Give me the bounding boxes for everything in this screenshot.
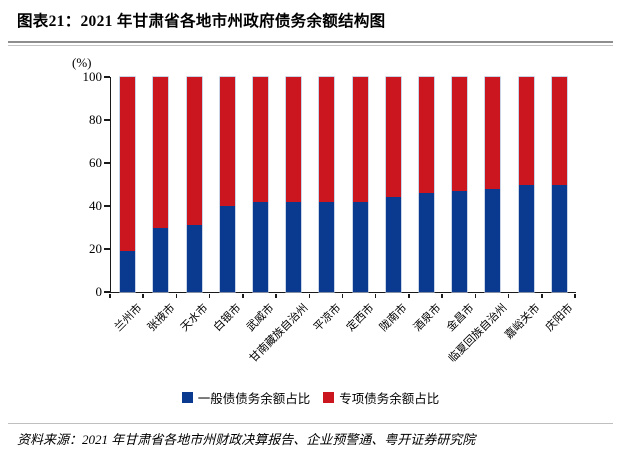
x-category-label: 天水市 bbox=[178, 302, 211, 334]
x-category-label: 金昌市 bbox=[444, 302, 477, 334]
y-axis-unit-label: (%) bbox=[72, 55, 92, 70]
bar-segment-special-debt bbox=[419, 77, 435, 194]
bar-segment-special-debt bbox=[485, 77, 501, 189]
legend-swatch-special-debt bbox=[323, 392, 335, 403]
bar-segment-special-debt bbox=[319, 77, 335, 202]
x-category-label: 定西市 bbox=[344, 302, 377, 334]
x-axis-labels: 兰州市 张掖市 天水市 白银市 武威市 甘南藏族自治州 平凉市 定西市 陇南市 酒泉市 金昌市 临夏回… bbox=[110, 296, 576, 388]
bar-segment-general-debt bbox=[452, 190, 468, 292]
bar-segment-special-debt bbox=[452, 77, 468, 191]
bar-group bbox=[219, 77, 235, 292]
x-tick-mark bbox=[374, 293, 377, 298]
x-category-label: 庆阳市 bbox=[544, 302, 576, 334]
bar-group bbox=[385, 77, 401, 292]
x-category-label: 临夏回族自治州 bbox=[446, 302, 510, 365]
x-tick-mark bbox=[142, 293, 144, 298]
legend-label-special-debt: 专项债务余额占比 bbox=[339, 392, 440, 406]
legend-label-general-debt: 一般债债务余额占比 bbox=[197, 392, 311, 406]
bar-segment-general-debt bbox=[419, 193, 435, 292]
bar-group bbox=[485, 77, 501, 292]
bar-group bbox=[419, 77, 435, 292]
bar-segment-special-debt bbox=[153, 77, 169, 228]
x-category-label: 武威市 bbox=[245, 302, 277, 334]
chart-title: 图表21：2021 年甘肃省各地市州政府债务余额结构图 bbox=[17, 13, 386, 30]
bar-group bbox=[286, 77, 302, 292]
bar-group bbox=[319, 77, 335, 292]
bar-segment-special-debt bbox=[385, 77, 401, 198]
bar-group bbox=[252, 77, 268, 292]
legend-swatch-general-debt bbox=[181, 392, 193, 403]
bar-group bbox=[153, 77, 169, 292]
y-tick-label: 40 bbox=[89, 198, 102, 213]
bar-segment-general-debt bbox=[252, 201, 268, 292]
bar-segment-general-debt bbox=[385, 197, 401, 292]
legend-item-special-debt: 专项债务余额占比 bbox=[323, 388, 439, 407]
bar-segment-general-debt bbox=[485, 188, 501, 292]
bar-segment-special-debt bbox=[186, 77, 202, 226]
x-tick-mark bbox=[242, 293, 244, 298]
y-tick-mark bbox=[104, 162, 110, 164]
bar-segment-general-debt bbox=[219, 206, 235, 292]
x-category-label: 兰州市 bbox=[112, 302, 145, 334]
bar-segment-general-debt bbox=[518, 184, 534, 292]
legend: 一般债债务余额占比 专项债务余额占比 bbox=[0, 388, 621, 407]
x-category-label: 张掖市 bbox=[145, 302, 178, 334]
bar-segment-general-debt bbox=[286, 201, 302, 292]
x-tick-mark bbox=[408, 293, 410, 298]
x-tick-mark bbox=[109, 293, 111, 298]
bar-segment-general-debt bbox=[120, 251, 136, 292]
y-tick-mark bbox=[104, 205, 110, 207]
x-category-label: 平凉市 bbox=[311, 302, 344, 334]
bar-segment-general-debt bbox=[352, 201, 368, 292]
bar-segment-general-debt bbox=[319, 201, 335, 292]
title-divider bbox=[8, 41, 613, 46]
bar-segment-special-debt bbox=[352, 77, 368, 202]
footer-divider bbox=[8, 423, 613, 424]
x-category-label: 陇南市 bbox=[377, 302, 410, 334]
bar-segment-special-debt bbox=[286, 77, 302, 202]
bar-segment-special-debt bbox=[219, 77, 235, 206]
bar-segment-special-debt bbox=[518, 77, 534, 185]
x-tick-mark bbox=[308, 293, 311, 298]
x-tick-mark bbox=[175, 293, 178, 298]
legend-item-general-debt: 一般债债务余额占比 bbox=[181, 388, 311, 407]
bar-group bbox=[452, 77, 468, 292]
x-tick-mark bbox=[541, 293, 543, 298]
y-tick-mark bbox=[104, 76, 110, 78]
bar-segment-general-debt bbox=[153, 227, 169, 292]
x-tick-mark bbox=[275, 293, 277, 298]
y-tick-label: 20 bbox=[89, 241, 102, 256]
bar-segment-special-debt bbox=[120, 77, 136, 252]
y-tick-label: 0 bbox=[95, 284, 103, 299]
plot-area bbox=[110, 77, 576, 293]
bar-segment-general-debt bbox=[551, 184, 567, 292]
x-category-label: 嘉峪关市 bbox=[503, 302, 543, 342]
source-note: 资料来源：2021 年甘肃省各地市州财政决算报告、企业预警通、粤开证券研究院 bbox=[17, 432, 476, 447]
bar-segment-general-debt bbox=[186, 225, 202, 292]
y-tick-label: 80 bbox=[89, 112, 102, 127]
bar-group bbox=[120, 77, 136, 292]
bar-group bbox=[352, 77, 368, 292]
y-tick-mark bbox=[104, 248, 110, 250]
bar-segment-special-debt bbox=[252, 77, 268, 202]
x-tick-mark bbox=[208, 293, 211, 298]
bar-group bbox=[551, 77, 567, 292]
bar-segment-special-debt bbox=[551, 77, 567, 185]
x-category-label: 白银市 bbox=[211, 302, 244, 334]
x-tick-mark bbox=[441, 293, 443, 298]
x-category-label: 酒泉市 bbox=[411, 302, 444, 334]
x-tick-mark bbox=[341, 293, 344, 298]
y-tick-mark bbox=[104, 119, 110, 121]
x-tick-mark bbox=[474, 293, 477, 298]
x-tick-mark bbox=[574, 293, 576, 298]
bar-group bbox=[518, 77, 534, 292]
bar-group bbox=[186, 77, 202, 292]
y-tick-label: 100 bbox=[82, 69, 103, 84]
x-tick-mark bbox=[507, 293, 510, 298]
y-tick-label: 60 bbox=[89, 155, 102, 170]
y-tick-mark bbox=[104, 291, 110, 293]
